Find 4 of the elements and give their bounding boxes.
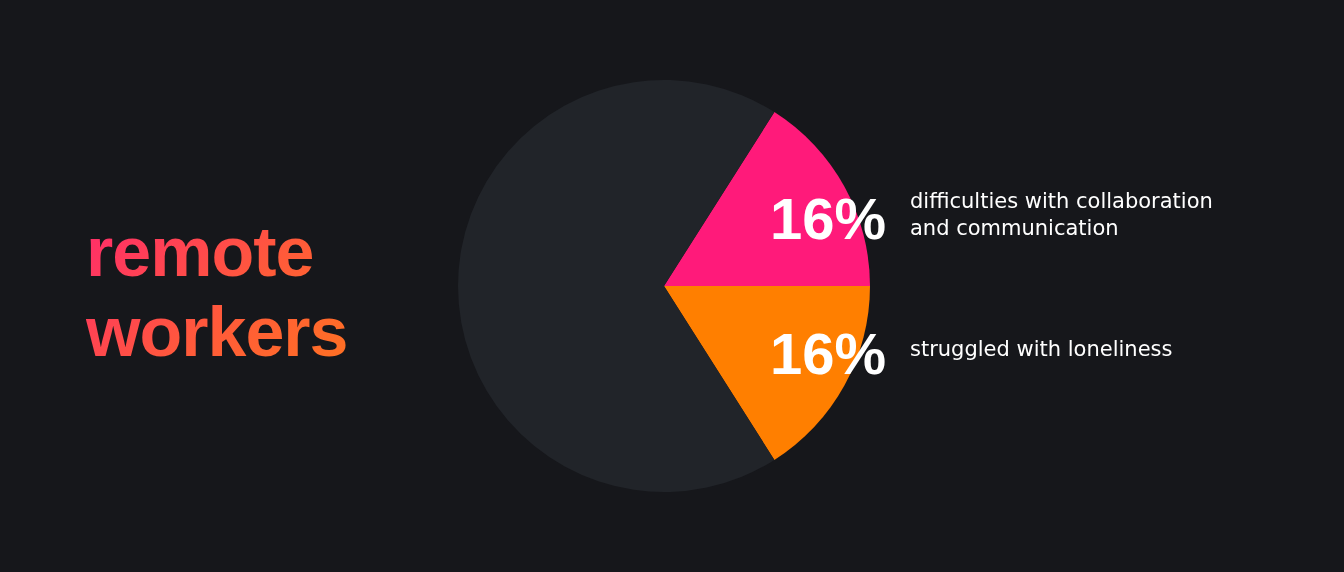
text: remote workers	[86, 212, 406, 372]
pie-slice	[458, 80, 775, 492]
slice-label: difficulties with collaboration and communication	[910, 189, 1213, 241]
slice-label: struggled with loneliness	[910, 337, 1173, 361]
